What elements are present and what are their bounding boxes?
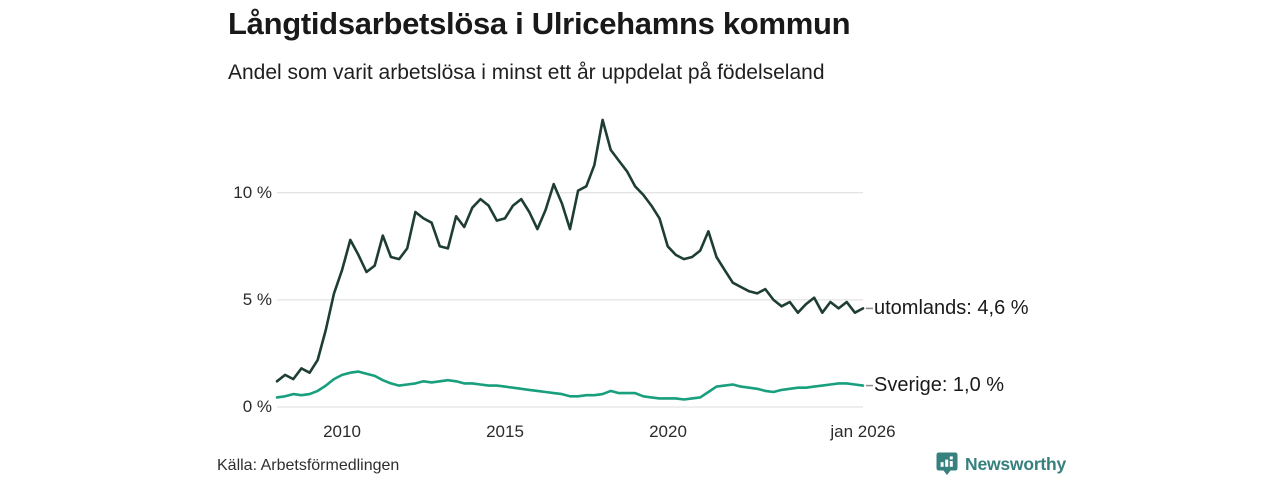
x-axis-tick-2020: 2020 [649, 422, 687, 441]
series-line-utomlands [275, 118, 865, 383]
y-axis-tick-10: 10 % [233, 183, 272, 202]
page-title: Långtidsarbetslösa i Ulricehamns kommun [228, 6, 851, 41]
series-line-Sverige [275, 370, 865, 401]
page-subtitle: Andel som varit arbetslösa i minst ett å… [228, 61, 825, 84]
series-label-utomlands: utomlands: 4,6 % [874, 297, 1029, 319]
x-axis-tick-2010: 2010 [323, 422, 361, 441]
brand-name: Newsworthy [965, 453, 1067, 474]
brand-logo: Newsworthy [936, 451, 1066, 477]
source-note: Källa: Arbetsförmedlingen [217, 457, 400, 474]
x-axis-tick-jan2026: jan 2026 [830, 422, 896, 441]
y-axis-tick-5: 5 % [242, 290, 272, 309]
y-axis-tick-0: 0 % [242, 397, 272, 416]
newsworthy-icon [936, 452, 958, 475]
x-axis-tick-2015: 2015 [486, 422, 524, 441]
series-label-sverige: Sverige: 1,0 % [874, 374, 1005, 396]
